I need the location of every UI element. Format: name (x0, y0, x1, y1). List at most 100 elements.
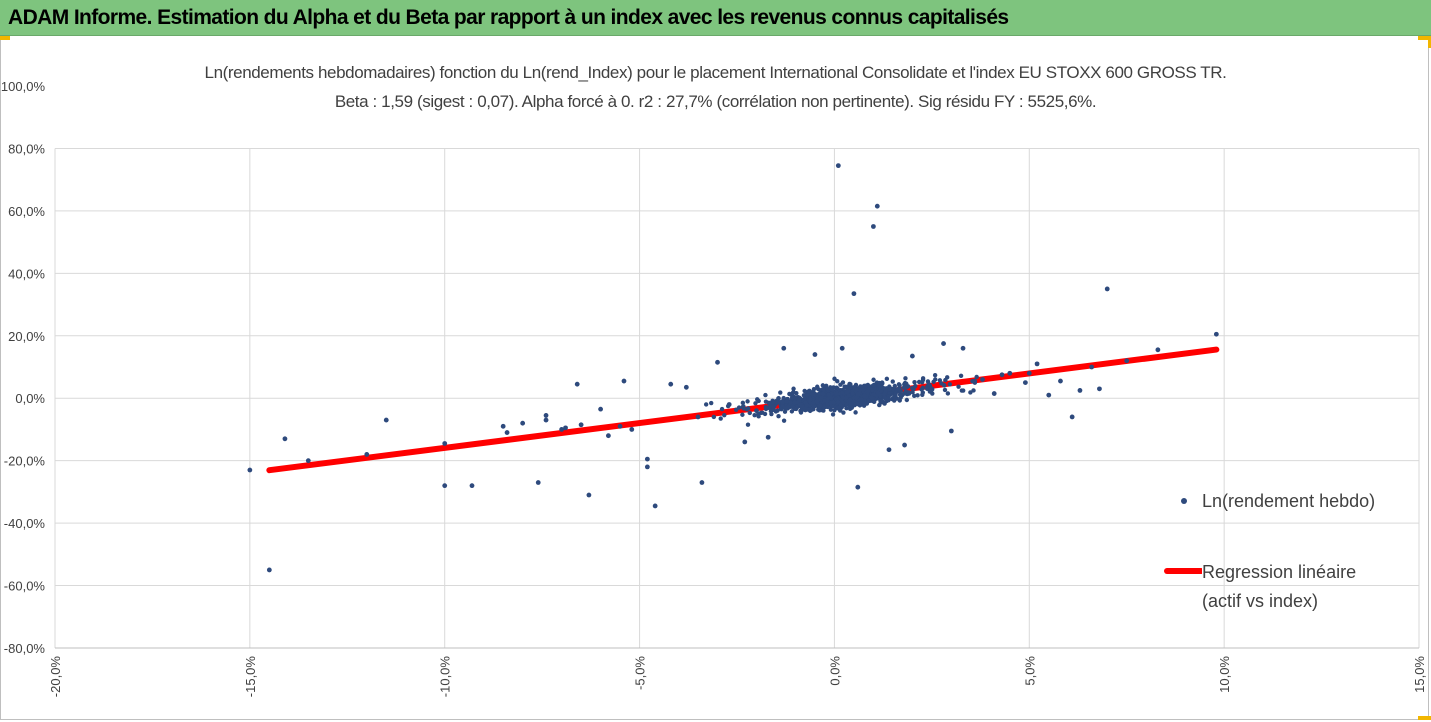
data-point (913, 383, 918, 389)
data-point (1046, 392, 1052, 398)
data-point (904, 397, 910, 403)
data-point (826, 392, 831, 398)
data-point (844, 395, 849, 400)
data-point (821, 387, 826, 393)
data-point (842, 384, 847, 389)
x-tick-label: 0,0% (827, 656, 842, 686)
data-point (1077, 388, 1083, 393)
data-point (850, 391, 855, 396)
data-point (740, 412, 745, 417)
data-point (778, 406, 784, 412)
data-point (805, 389, 811, 394)
data-point (859, 397, 864, 402)
data-point (791, 386, 796, 391)
data-point (828, 407, 834, 412)
data-point (766, 400, 772, 405)
data-point (832, 408, 837, 413)
data-point (871, 224, 876, 229)
data-point (909, 353, 915, 359)
data-point (500, 423, 506, 429)
data-point (834, 391, 839, 397)
data-point (819, 395, 824, 400)
data-point (383, 417, 389, 423)
data-point (825, 404, 831, 410)
data-point (854, 401, 860, 407)
data-point (442, 441, 448, 446)
data-point (844, 405, 849, 411)
data-point (825, 386, 830, 392)
data-point (881, 385, 886, 391)
legend-label-regression-line2: (actif vs index) (1202, 591, 1319, 611)
data-point (1058, 378, 1063, 384)
data-point (870, 387, 875, 393)
data-point (605, 433, 611, 439)
data-point (855, 484, 861, 490)
data-point (912, 393, 917, 399)
x-tick-label: -10,0% (438, 656, 453, 698)
data-point (848, 401, 854, 406)
data-point (578, 422, 584, 428)
data-point (824, 383, 829, 388)
data-point (942, 387, 948, 393)
corner-accent-bottom-right (1418, 716, 1431, 720)
data-point (742, 439, 748, 445)
data-point (891, 386, 896, 392)
data-point (747, 410, 752, 416)
data-point (535, 480, 541, 485)
corner-accent-left (0, 36, 10, 40)
data-point (644, 456, 650, 462)
data-point (980, 377, 985, 382)
data-point (991, 391, 997, 396)
legend-line-marker (1164, 568, 1202, 574)
x-tick-label: 10,0% (1217, 656, 1232, 693)
data-point (829, 395, 834, 401)
data-point (876, 383, 882, 388)
y-tick-label: 20,0% (8, 329, 45, 344)
data-point (812, 352, 818, 357)
data-point (763, 404, 769, 410)
data-point (811, 392, 817, 397)
data-point (960, 388, 966, 393)
data-point (822, 398, 827, 403)
data-point (725, 403, 731, 409)
data-point (652, 503, 658, 509)
data-point (789, 409, 795, 414)
x-tick-label: -5,0% (633, 656, 648, 690)
y-tick-label: -80,0% (4, 641, 46, 656)
data-point (896, 382, 902, 387)
data-point (574, 381, 580, 387)
data-point (840, 390, 845, 396)
data-point (775, 400, 780, 405)
data-point (703, 402, 709, 407)
data-point (788, 400, 793, 405)
data-point (871, 377, 876, 382)
data-point (894, 387, 900, 393)
data-point (839, 345, 845, 351)
data-point (849, 405, 855, 410)
data-point (847, 397, 853, 402)
data-point (543, 412, 549, 418)
data-point (837, 405, 842, 411)
data-point (775, 408, 780, 413)
data-point (848, 382, 853, 387)
data-point (841, 410, 846, 415)
y-tick-label: 40,0% (8, 266, 45, 281)
data-point (740, 400, 746, 406)
data-point (855, 392, 861, 397)
data-point (776, 396, 781, 401)
data-point (305, 458, 311, 464)
data-point (793, 406, 799, 412)
data-point (715, 359, 720, 365)
data-point (860, 387, 866, 393)
data-point (763, 392, 768, 398)
y-tick-label: 0,0% (15, 391, 45, 406)
y-tick-label: 60,0% (8, 204, 45, 219)
data-point (906, 390, 911, 395)
data-point (442, 483, 448, 489)
x-tick-label: -15,0% (243, 656, 258, 698)
data-point (784, 399, 789, 404)
data-point (968, 390, 973, 395)
legend-point-marker (1181, 498, 1187, 504)
data-point (811, 386, 817, 392)
data-point (835, 163, 841, 169)
